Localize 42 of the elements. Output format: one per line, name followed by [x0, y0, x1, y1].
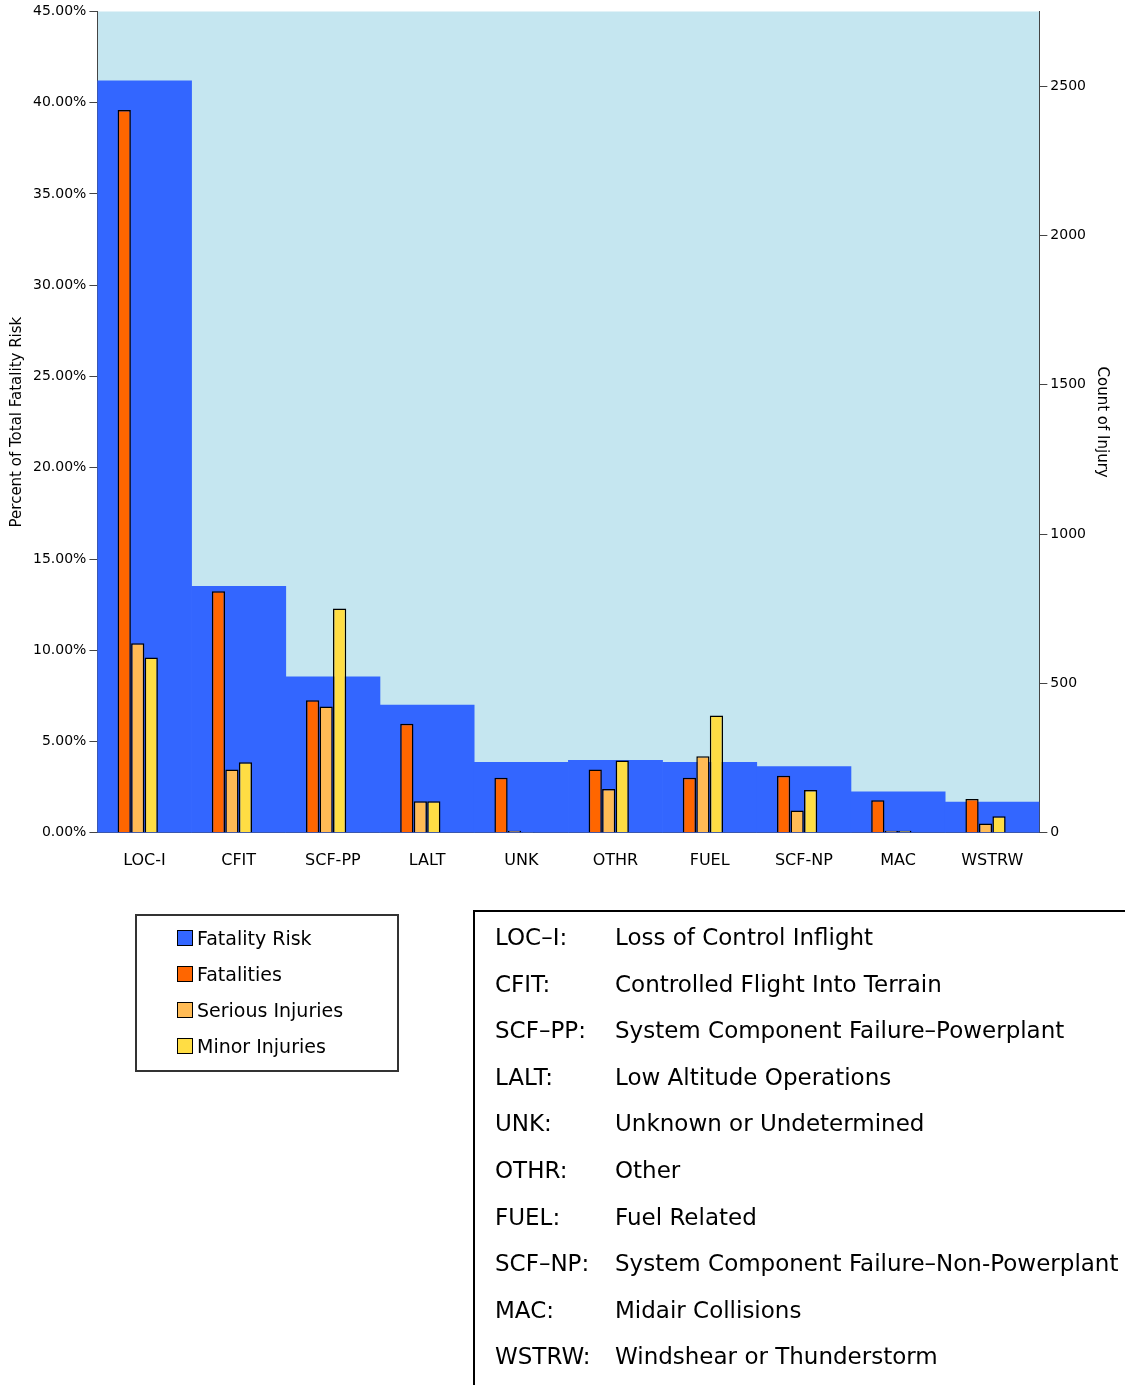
- x-tick-label: UNK: [504, 849, 539, 869]
- y2-tick-label: 2500: [1050, 76, 1087, 93]
- x-tick-label: WSTRW: [961, 849, 1024, 869]
- x-tick-label: FUEL: [689, 849, 730, 869]
- y2-axis-title: Count of Injury: [1094, 366, 1113, 478]
- x-tick-label: SCF-NP: [774, 849, 834, 869]
- y-tick-label: 10.00%: [32, 640, 87, 657]
- text: LALT: Low Altitude Operations: [495, 1063, 892, 1090]
- y-tick-label: 5.00%: [41, 732, 87, 749]
- legend-label: Fatality Risk: [197, 927, 312, 949]
- legend-label: Fatalities: [197, 963, 282, 985]
- x-tick-label: MAC: [880, 849, 916, 869]
- y2-tick-label: 2000: [1050, 226, 1087, 243]
- y2-tick-label: 1500: [1050, 375, 1087, 392]
- text: SCF–PP: System Component Failure–Powerplant: [495, 1017, 1065, 1044]
- y-tick-label: 40.00%: [32, 93, 87, 110]
- y-tick-label: 0.00%: [41, 823, 87, 840]
- text: LOC–I: Loss of Control Inflight: [495, 924, 874, 950]
- y-tick-label: 35.00%: [32, 184, 87, 201]
- y2-tick-label: 500: [1050, 674, 1078, 691]
- text: OTHR: Other: [495, 1156, 681, 1183]
- x-tick-label: OTHR: [592, 849, 639, 869]
- x-tick-label: LALT: [408, 849, 446, 869]
- x-tick-label: LOC-I: [123, 849, 166, 869]
- text: CFIT: Controlled Flight Into Terrain: [495, 970, 942, 997]
- text: MAC: Midair Collisions: [495, 1296, 802, 1323]
- x-tick-label: CFIT: [221, 849, 257, 869]
- y-tick-label: 45.00%: [32, 2, 87, 19]
- text: FUEL: Fuel Related: [495, 1203, 757, 1230]
- y-tick-label: 30.00%: [32, 275, 87, 292]
- legend-label: Minor Injuries: [197, 1035, 326, 1057]
- y2-tick-label: 1000: [1050, 524, 1087, 541]
- y2-tick-label: 0: [1050, 823, 1060, 840]
- legend-label: Serious Injuries: [197, 999, 344, 1021]
- x-tick-label: SCF-PP: [305, 849, 362, 869]
- y-tick-label: 15.00%: [32, 549, 87, 566]
- y-tick-label: 20.00%: [32, 458, 87, 475]
- text: WSTRW: Windshear or Thunderstorm: [495, 1342, 938, 1372]
- text: UNK: Unknown or Undetermined: [495, 1110, 925, 1137]
- y-axis-title: Percent of Total Fatality Risk: [6, 316, 25, 528]
- text: SCF–NP: System Component Failure–Non-Powerplant: [495, 1249, 1119, 1279]
- y-tick-label: 25.00%: [32, 367, 87, 384]
